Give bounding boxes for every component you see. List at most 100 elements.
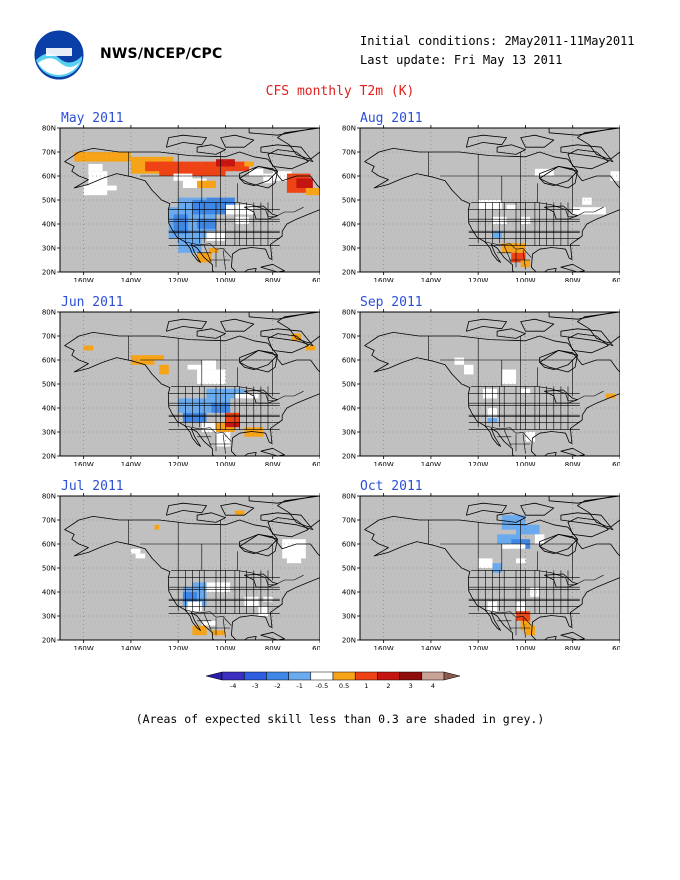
lat-tick-label: 30N xyxy=(42,429,56,437)
lon-tick-label: 80W xyxy=(265,277,281,282)
lon-tick-label: 140W xyxy=(421,645,441,650)
lon-tick-label: 120W xyxy=(468,461,488,466)
lon-tick-label: 60W xyxy=(612,645,620,650)
lat-tick-label: 60N xyxy=(342,357,356,365)
lat-tick-label: 30N xyxy=(342,613,356,621)
lon-tick-label: 100W xyxy=(215,645,235,650)
lat-tick-label: 20N xyxy=(42,269,56,277)
anomaly-cell xyxy=(516,611,531,621)
anomaly-cell xyxy=(525,625,535,636)
panel-title-jun: Jun 2011 xyxy=(61,295,124,310)
colorbar: -4 -3 -2 -1 -0.5 0.5 1 2 3 4 xyxy=(205,671,461,690)
lon-tick-label: 160W xyxy=(73,645,93,650)
org-name: NWS/NCEP/CPC xyxy=(100,46,223,62)
anomaly-cell xyxy=(225,422,240,428)
lat-tick-label: 70N xyxy=(42,517,56,525)
lat-tick-label: 50N xyxy=(42,381,56,389)
lon-tick-label: 120W xyxy=(468,277,488,282)
lat-tick-label: 60N xyxy=(42,357,56,365)
lon-tick-label: 140W xyxy=(421,461,441,466)
lon-tick-label: 140W xyxy=(421,277,441,282)
colorbar-swatch xyxy=(377,671,400,681)
colorbar-label: 3 xyxy=(409,682,413,690)
anomaly-cell xyxy=(605,393,616,399)
anomaly-cell xyxy=(201,422,216,432)
lat-tick-label: 60N xyxy=(42,173,56,181)
lat-tick-label: 80N xyxy=(342,493,356,501)
skill-note: (Areas of expected skill less than 0.3 a… xyxy=(135,712,545,726)
lon-tick-label: 140W xyxy=(121,277,141,282)
colorbar-label: -4 xyxy=(230,682,236,690)
anomaly-cell xyxy=(511,252,526,263)
colorbar-swatch xyxy=(310,671,334,681)
lat-tick-label: 20N xyxy=(342,453,356,461)
anomaly-cell xyxy=(234,510,245,516)
colorbar-label: 4 xyxy=(431,682,435,690)
anomaly-cell xyxy=(244,596,259,607)
colorbar-swatch xyxy=(332,671,356,681)
colorbar-label: -1 xyxy=(296,682,302,690)
map-panel-may: 80N 70N 60N 50N 40N 30N 20N 160W 140W 120W 100W 80W… xyxy=(42,125,320,282)
lon-tick-label: 60W xyxy=(612,461,620,466)
anomaly-cell xyxy=(520,260,531,268)
panel-title-aug: Aug 2011 xyxy=(360,111,423,126)
anomaly-cell xyxy=(225,412,240,423)
lat-tick-label: 70N xyxy=(42,149,56,157)
lat-tick-label: 40N xyxy=(42,221,56,229)
anomaly-cell xyxy=(572,207,597,215)
anomaly-cell xyxy=(197,180,216,188)
anomaly-cell xyxy=(497,534,521,544)
lon-tick-label: 80W xyxy=(265,461,281,466)
anomaly-cell xyxy=(208,248,219,253)
map-panel-sep: 80N 70N 60N 50N 40N 30N 20N 160W 140W 120W 100W 80W… xyxy=(342,309,620,466)
anomaly-cell xyxy=(74,152,108,162)
anomaly-cell xyxy=(492,563,502,573)
anomaly-cell xyxy=(454,357,464,365)
lon-tick-label: 140W xyxy=(121,645,141,650)
lon-tick-label: 160W xyxy=(373,277,393,282)
lat-tick-label: 50N xyxy=(42,197,56,205)
colorbar-label: -0.5 xyxy=(316,682,329,690)
lon-tick-label: 120W xyxy=(468,645,488,650)
anomaly-cell xyxy=(596,207,606,215)
anomaly-cell xyxy=(282,539,306,559)
anomaly-cell xyxy=(249,168,264,176)
map-panel-jul: 80N 70N 60N 50N 40N 30N 20N 160W 140W 120W 100W 80W… xyxy=(42,493,320,650)
lat-tick-label: 30N xyxy=(42,613,56,621)
colorbar-swatch xyxy=(354,671,378,681)
lon-tick-label: 160W xyxy=(373,461,393,466)
lon-tick-label: 120W xyxy=(168,645,188,650)
lat-tick-label: 50N xyxy=(342,197,356,205)
anomaly-cell xyxy=(478,558,493,568)
anomaly-cell xyxy=(272,171,292,181)
anomaly-cell xyxy=(192,625,207,636)
anomaly-cell xyxy=(525,432,535,442)
lat-tick-label: 40N xyxy=(42,405,56,413)
anomaly-cell xyxy=(610,171,620,181)
anomaly-cell xyxy=(154,524,160,530)
anomaly-cell xyxy=(305,345,316,351)
lat-tick-label: 80N xyxy=(342,125,356,133)
lat-tick-label: 70N xyxy=(342,517,356,525)
anomaly-cell xyxy=(501,243,526,253)
anomaly-cell xyxy=(492,231,502,239)
lat-tick-label: 80N xyxy=(42,309,56,317)
lat-tick-label: 40N xyxy=(342,405,356,413)
colorbar-swatch xyxy=(243,671,267,681)
lon-tick-label: 140W xyxy=(121,461,141,466)
lon-tick-label: 100W xyxy=(215,277,235,282)
anomaly-cell xyxy=(296,178,313,188)
anomaly-cell xyxy=(83,185,108,196)
lon-tick-label: 160W xyxy=(373,645,393,650)
panel-title-oct: Oct 2011 xyxy=(360,479,423,494)
anomaly-cell xyxy=(182,592,198,602)
colorbar-swatch xyxy=(421,671,445,681)
lat-tick-label: 70N xyxy=(342,149,356,157)
colorbar-low-arrow xyxy=(205,671,223,681)
lat-tick-label: 80N xyxy=(42,125,56,133)
anomaly-cell xyxy=(501,544,526,549)
noaa-logo-icon xyxy=(34,30,84,80)
lat-tick-label: 20N xyxy=(342,637,356,645)
panel-title-sep: Sep 2011 xyxy=(360,295,423,310)
lat-tick-label: 80N xyxy=(342,309,356,317)
